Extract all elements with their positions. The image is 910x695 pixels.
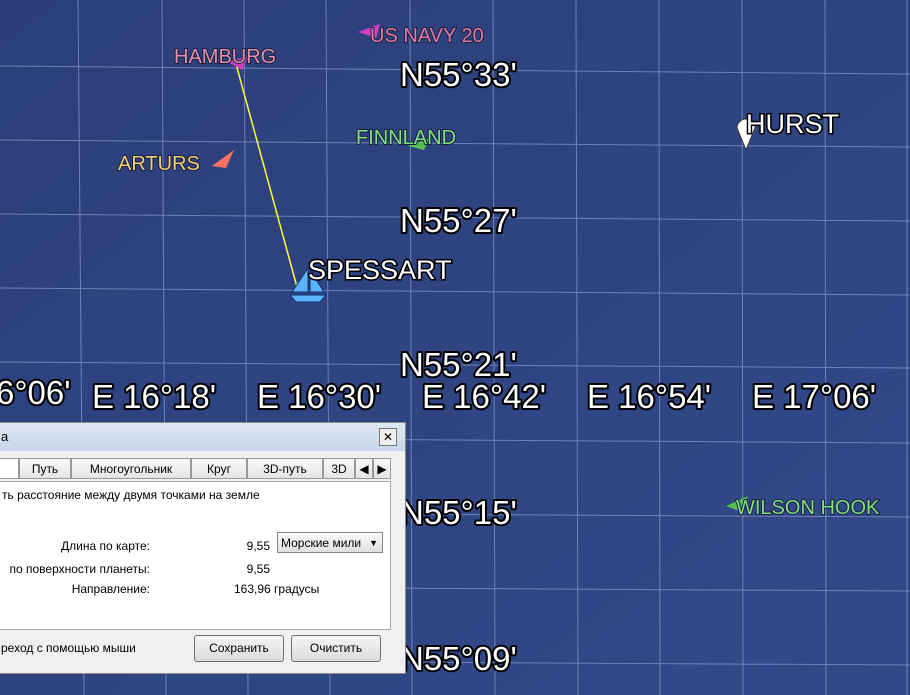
tab[interactable] <box>0 458 19 479</box>
row-label: по поверхности планеты: <box>9 562 151 576</box>
placemark-label[interactable]: US NAVY 20 <box>369 24 485 48</box>
icon <box>288 266 328 303</box>
placemark-label[interactable]: HURST <box>745 108 841 141</box>
mouse-option[interactable]: реход с помощью мыши <box>1 641 136 655</box>
latitude-label: N55°27' <box>400 202 517 239</box>
scroll-left[interactable]: ◀ <box>355 458 373 479</box>
longitude-label: E 16°30' <box>257 378 381 415</box>
save-button[interactable]: Сохранить <box>194 635 284 662</box>
longitude-label: E 16°54' <box>587 378 711 415</box>
row-label: Длина по карте: <box>61 539 150 553</box>
close-button[interactable]: ✕ <box>379 428 397 446</box>
icon <box>408 138 430 150</box>
placemark-label[interactable]: SPESSART <box>307 254 454 287</box>
tabs: Путь Многоугольник Круг 3D-путь 3D ◀ ▶ <box>0 458 394 480</box>
icon <box>736 118 756 152</box>
tab[interactable]: Многоугольник <box>71 458 191 479</box>
icon <box>212 150 234 168</box>
placemark-label[interactable]: ARTURS <box>117 152 201 176</box>
placemark-label[interactable]: FINNLAND <box>355 126 457 150</box>
latitude-label: N55°21' <box>400 346 517 383</box>
title-bar: а ✕ <box>0 423 405 451</box>
icon <box>358 24 380 38</box>
icon <box>228 56 248 70</box>
tab[interactable]: 3D <box>323 458 355 479</box>
clear-button[interactable]: Очистить <box>291 635 381 662</box>
row-value: 9,55 <box>246 562 270 576</box>
longitude-label: 6°06' <box>0 374 71 411</box>
tab[interactable]: Путь <box>19 458 71 479</box>
placemark-label[interactable]: HAMBURG <box>173 45 277 69</box>
placemark-label[interactable]: WILSON HOOK <box>735 496 881 520</box>
ruler-dialog: а ✕ Путь Многоугольник Круг 3D-путь 3D ◀… <box>0 422 406 674</box>
row-value: 9,55 <box>246 539 270 553</box>
longitude-label: E 16°42' <box>422 378 546 415</box>
ruler-line <box>235 63 298 288</box>
row-value: 163,96 градусы <box>234 582 320 596</box>
longitude-label: E 16°18' <box>92 378 216 415</box>
icon <box>726 496 748 512</box>
row-label: Направление: <box>71 582 150 596</box>
latitude-label: N55°15' <box>400 494 517 531</box>
panel: ть расстояние между двумя точками на зем… <box>0 481 391 630</box>
tab[interactable]: Круг <box>191 458 247 479</box>
unit-select[interactable]: Морские мили ▼ <box>277 532 383 553</box>
unit: Морские мили <box>281 536 362 550</box>
latitude-label: N55°09' <box>400 640 517 677</box>
longitude-label: E 17°06' <box>752 378 876 415</box>
scroll-right[interactable]: ▶ <box>373 458 391 479</box>
dialog-title: а <box>1 429 9 444</box>
latitude-label: N55°33' <box>400 56 517 93</box>
tab[interactable]: 3D-путь <box>247 458 323 479</box>
description: ть расстояние между двумя точками на зем… <box>2 488 260 502</box>
